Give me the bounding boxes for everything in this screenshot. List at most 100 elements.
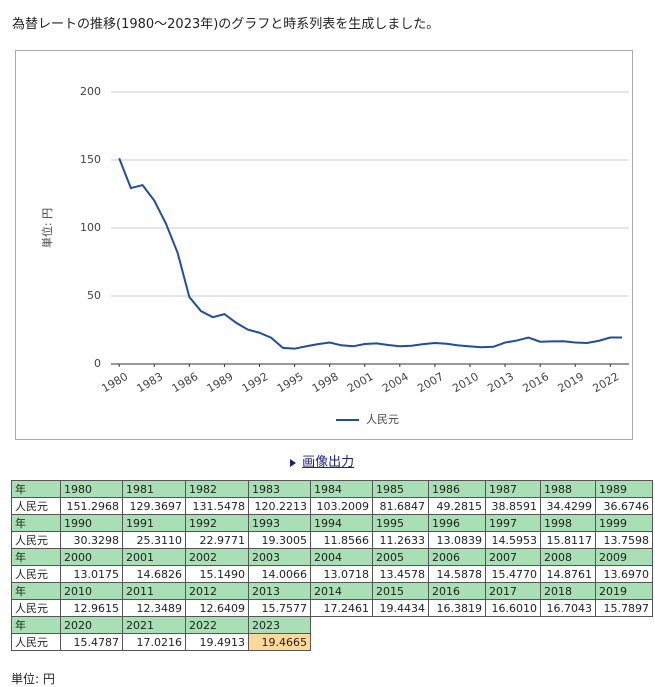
value-row: 人民元 151.2968 129.3697 131.5478 120.2213 103.2… [11, 497, 653, 515]
value-cell: 17.2461 [310, 599, 373, 617]
value-row: 人民元 30.3298 25.3110 22.9771 19.3005 11.8566 11… [11, 531, 653, 549]
year-cell: 2011 [122, 582, 186, 600]
year-cell: 2004 [310, 548, 373, 566]
value-cell: 13.0175 [60, 565, 123, 583]
x-tick-label: 2004 [380, 370, 411, 395]
year-label: 年 [11, 582, 61, 600]
year-cell: 1993 [248, 514, 311, 532]
year-cell: 2021 [122, 616, 186, 634]
year-cell: 2013 [248, 582, 311, 600]
value-cell: 22.9771 [185, 531, 249, 549]
value-cell: 13.6970 [595, 565, 653, 583]
value-cell: 13.7598 [595, 531, 653, 549]
link-icon [290, 458, 296, 467]
value-cell: 131.5478 [185, 497, 249, 515]
year-row: 年 1990 1991 1992 1993 1994 1995 1996 1997 1998 199… [11, 514, 653, 532]
link-text[interactable]: 画像出力 [302, 455, 355, 470]
year-label: 年 [11, 616, 61, 634]
x-tick-label: 1992 [240, 370, 271, 395]
value-cell: 14.6826 [122, 565, 186, 583]
year-cell: 2019 [595, 582, 653, 600]
value-cell: 81.6847 [372, 497, 429, 515]
value-cell: 13.4578 [372, 565, 429, 583]
chart-box: 単位: 円 0 50 100 150 200 1980 1983 1986 1989 1992 19… [15, 50, 633, 440]
year-cell: 2009 [595, 548, 653, 566]
value-cell: 16.7043 [540, 599, 596, 617]
value-cell: 30.3298 [60, 531, 123, 549]
heading: 為替レートの推移(1980～2023年)のグラフと時系列表を生成しました。 [12, 17, 440, 32]
year-cell: 2000 [60, 548, 123, 566]
x-tick-label: 2019 [555, 370, 586, 395]
row-label: 人民元 [11, 633, 61, 651]
x-tick-label: 1995 [275, 370, 306, 395]
year-cell: 1991 [122, 514, 186, 532]
value-cell: 25.3110 [122, 531, 186, 549]
year-cell: 2016 [428, 582, 486, 600]
x-tick-label: 1980 [99, 370, 130, 395]
value-cell: 151.2968 [60, 497, 123, 515]
year-row: 年 1980 1981 1982 1983 1984 1985 1986 1987 1988 198… [11, 480, 653, 498]
year-row: 年 2000 2001 2002 2003 2004 2005 2006 2007 2008 200… [11, 548, 653, 566]
value-cell: 15.4787 [60, 633, 123, 651]
row-label: 人民元 [11, 599, 61, 617]
x-tick-label: 1998 [310, 370, 341, 395]
year-label: 年 [11, 548, 61, 566]
line-series [118, 157, 622, 350]
x-tick-label: 2001 [345, 370, 376, 395]
value-cell: 12.9615 [60, 599, 123, 617]
value-cell: 129.3697 [122, 497, 186, 515]
legend-label: 人民元 [366, 413, 399, 426]
y-tick-label: 50 [87, 289, 101, 302]
year-cell: 1997 [485, 514, 541, 532]
year-cell: 2020 [60, 616, 123, 634]
year-cell: 1989 [595, 480, 653, 498]
unit-note: 単位: 円 [11, 672, 55, 686]
year-cell: 1995 [372, 514, 429, 532]
year-cell: 2022 [185, 616, 249, 634]
x-tick-label: 2016 [520, 370, 551, 395]
x-tick-label: 2007 [415, 370, 446, 395]
year-row: 年 2010 2011 2012 2013 2014 2015 2016 2017 2018 201… [11, 582, 653, 600]
year-cell: 2017 [485, 582, 541, 600]
year-cell: 2006 [428, 548, 486, 566]
value-cell: 19.4913 [185, 633, 249, 651]
year-cell: 2012 [185, 582, 249, 600]
year-cell: 1988 [540, 480, 596, 498]
value-cell: 15.4770 [485, 565, 541, 583]
year-cell: 1987 [485, 480, 541, 498]
image-output-link[interactable]: 画像出力 [288, 451, 354, 470]
value-cell: 49.2815 [428, 497, 486, 515]
year-cell: 2023 [248, 616, 311, 634]
y-tick-label: 200 [80, 85, 101, 98]
year-row: 年 2020 2021 2022 2023 [11, 616, 653, 634]
value-cell: 11.2633 [372, 531, 429, 549]
x-tick-label: 2010 [450, 370, 481, 395]
year-cell: 1998 [540, 514, 596, 532]
row-label: 人民元 [11, 565, 61, 583]
value-cell: 19.4665 [248, 633, 311, 651]
value-cell: 16.6010 [485, 599, 541, 617]
value-cell: 12.3489 [122, 599, 186, 617]
year-cell: 2007 [485, 548, 541, 566]
year-label: 年 [11, 480, 61, 498]
x-tick-label: 1989 [205, 370, 236, 395]
value-cell: 13.0839 [428, 531, 486, 549]
value-cell: 19.3005 [248, 531, 311, 549]
y-tick-label: 100 [80, 221, 101, 234]
value-row: 人民元 12.9615 12.3489 12.6409 15.7577 17.2461 19… [11, 599, 653, 617]
x-tick-label: 1986 [170, 370, 201, 395]
year-cell: 2008 [540, 548, 596, 566]
value-cell: 14.0066 [248, 565, 311, 583]
year-cell: 2003 [248, 548, 311, 566]
year-cell: 2001 [122, 548, 186, 566]
y-tick-label: 150 [80, 153, 101, 166]
x-tick-label: 1983 [135, 370, 166, 395]
year-cell: 1984 [310, 480, 373, 498]
year-cell: 1992 [185, 514, 249, 532]
value-cell: 19.4434 [372, 599, 429, 617]
data-table: 年 1980 1981 1982 1983 1984 1985 1986 1987 1988 198… [11, 480, 653, 651]
year-cell: 2005 [372, 548, 429, 566]
year-cell: 1983 [248, 480, 311, 498]
value-cell: 36.6746 [595, 497, 653, 515]
